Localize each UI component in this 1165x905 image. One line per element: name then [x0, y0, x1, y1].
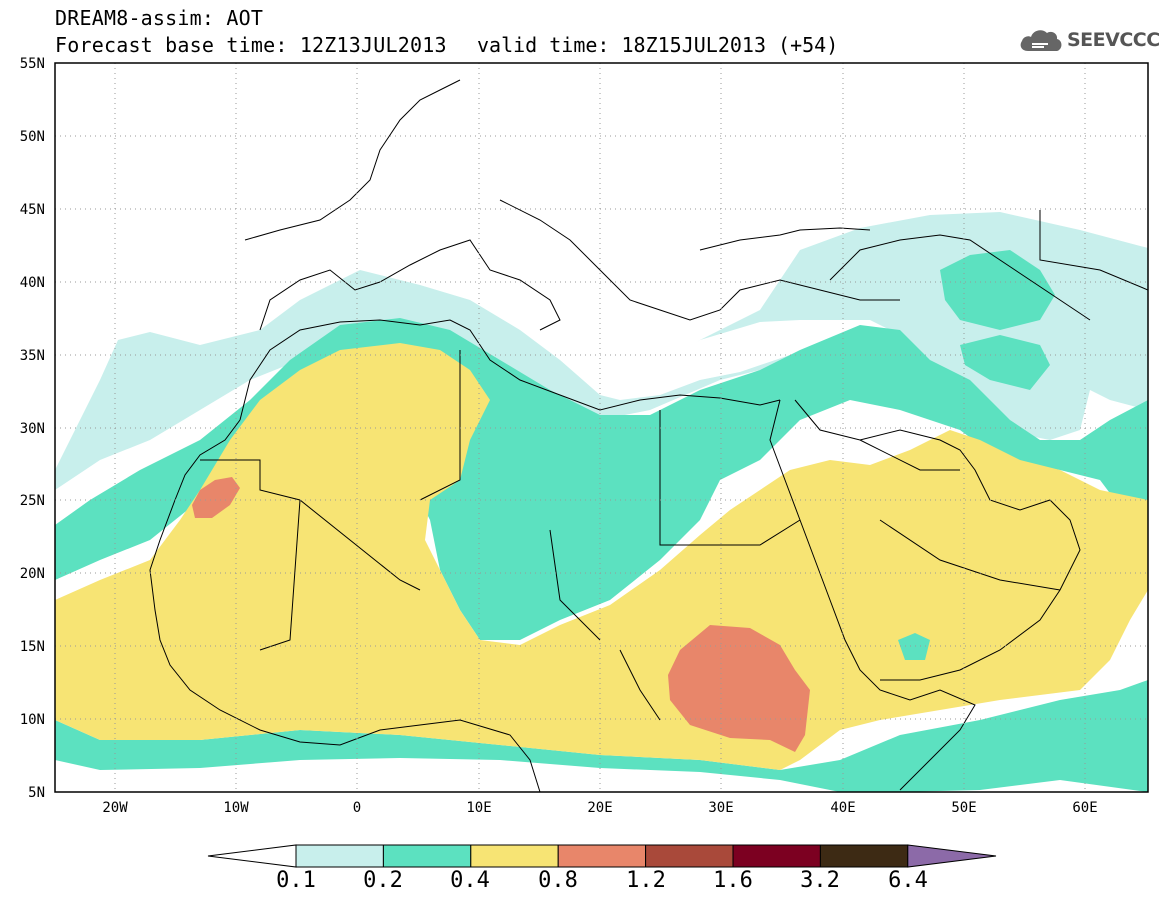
- lon-label: 10W: [223, 800, 249, 816]
- colorbar-box: [295, 844, 384, 868]
- lat-label: 15N: [20, 639, 45, 655]
- colorbar-label: 0.1: [276, 868, 316, 893]
- map-frame: [54, 62, 1149, 793]
- colorbar-label: 1.6: [713, 868, 753, 893]
- aot-level-0.2-caspian: [940, 250, 1055, 330]
- lat-label: 20N: [20, 566, 45, 582]
- aot-level-0.8-sahara: [192, 477, 240, 518]
- lon-label: 20E: [587, 800, 612, 816]
- aot-level-0.2-iran: [960, 335, 1050, 390]
- lon-label: 10E: [466, 800, 491, 816]
- lat-label: 25N: [20, 493, 45, 509]
- lat-label: 30N: [20, 421, 45, 437]
- colorbar-label: 6.4: [888, 868, 928, 893]
- aot-level-0.2-yemen: [898, 633, 930, 660]
- aot-level-0.8-sudan: [668, 625, 810, 752]
- aot-contours: [55, 63, 1148, 792]
- colorbar-label: 3.2: [800, 868, 840, 893]
- aot-level-0.4: [55, 343, 1148, 770]
- colorbar-label: 1.2: [626, 868, 666, 893]
- colorbar-box: [470, 844, 559, 868]
- colorbar-label: 0.2: [363, 868, 403, 893]
- valid-time: valid time: 18Z15JUL2013 (+54): [477, 33, 839, 57]
- logo-text: SEEVCCC: [1067, 29, 1160, 51]
- latitude-labels: 55N 50N 45N 40N 35N 30N 25N 20N 15N 10N …: [20, 56, 45, 801]
- colorbar-box: [382, 844, 472, 868]
- lat-label: 40N: [20, 275, 45, 291]
- lon-label: 30E: [708, 800, 733, 816]
- colorbar-arrow-high: [907, 844, 997, 868]
- colorbar-label: 0.8: [538, 868, 578, 893]
- colorbar-box: [557, 844, 647, 868]
- lon-label: 40E: [830, 800, 855, 816]
- lat-label: 50N: [20, 129, 45, 145]
- aot-level-0.2-south: [55, 680, 1148, 792]
- colorbar-box: [819, 844, 909, 868]
- lat-label: 10N: [20, 712, 45, 728]
- lon-label: 60E: [1072, 800, 1097, 816]
- seevccc-logo: SEEVCCC: [1018, 25, 1160, 55]
- coastlines: [149, 79, 1148, 792]
- lat-label: 5N: [28, 785, 45, 801]
- lat-label: 45N: [20, 202, 45, 218]
- lon-label: 0: [353, 800, 361, 816]
- colorbar-arrow-low: [207, 844, 297, 868]
- cloud-icon: [1020, 30, 1062, 51]
- longitude-labels: 20W 10W 0 10E 20E 30E 40E 50E 60E: [102, 800, 1097, 816]
- colorbar-box: [732, 844, 821, 868]
- graticule: [55, 63, 1148, 792]
- colorbar: [207, 844, 997, 868]
- lat-label: 35N: [20, 348, 45, 364]
- base-time: Forecast base time: 12Z13JUL2013: [55, 33, 447, 57]
- colorbar-label: 0.4: [450, 868, 490, 893]
- lon-label: 50E: [951, 800, 976, 816]
- lat-label: 55N: [20, 56, 45, 72]
- map-title: DREAM8-assim: AOT: [55, 6, 264, 30]
- colorbar-box: [645, 844, 734, 868]
- lon-label: 20W: [102, 800, 128, 816]
- aot-level-0.1: [55, 212, 1148, 490]
